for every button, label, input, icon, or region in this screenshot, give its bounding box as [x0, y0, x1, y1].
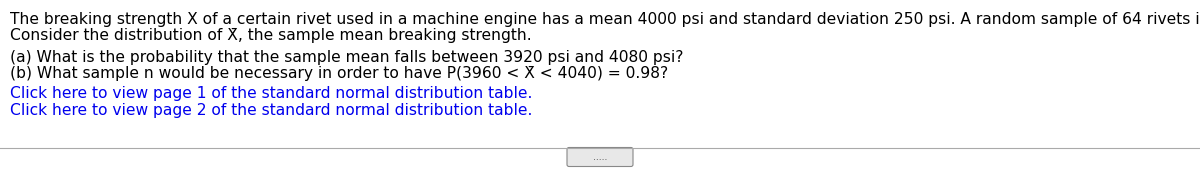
- Text: .....: .....: [593, 153, 607, 162]
- Text: (b) What sample n would be necessary in order to have P(3960 < X̄ < 4040) = 0.98: (b) What sample n would be necessary in …: [10, 66, 668, 81]
- FancyBboxPatch shape: [568, 148, 634, 166]
- Text: Consider the distribution of X̄, the sample mean breaking strength.: Consider the distribution of X̄, the sam…: [10, 28, 532, 43]
- Text: The breaking strength X of a certain rivet used in a machine engine has a mean 4: The breaking strength X of a certain riv…: [10, 12, 1200, 27]
- Text: (a) What is the probability that the sample mean falls between 3920 psi and 4080: (a) What is the probability that the sam…: [10, 50, 684, 65]
- Text: Click here to view page 1 of the standard normal distribution table.: Click here to view page 1 of the standar…: [10, 86, 533, 101]
- Text: Click here to view page 2 of the standard normal distribution table.: Click here to view page 2 of the standar…: [10, 103, 533, 118]
